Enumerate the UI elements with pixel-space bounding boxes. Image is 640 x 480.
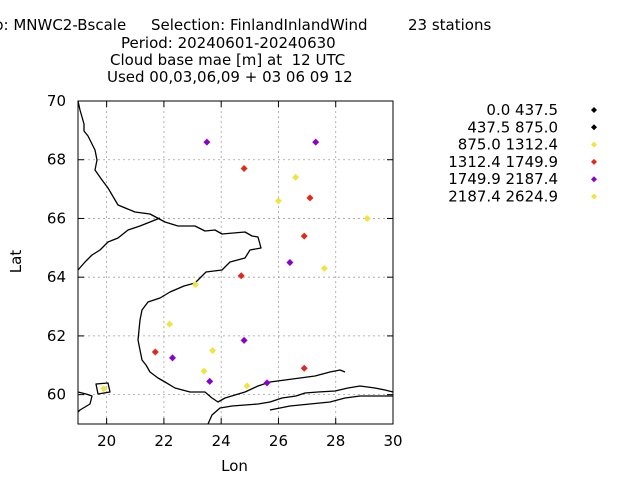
y-tick-label: 68: [47, 151, 66, 169]
x-tick-label: 30: [383, 432, 402, 450]
axis-labels: Lon Lat: [7, 250, 248, 475]
y-tick-label: 64: [47, 268, 66, 286]
station-marker: [300, 364, 308, 372]
coastline-aland: [95, 382, 111, 395]
station-marker: [240, 336, 248, 344]
coastline-gulf-of-bothnia: [77, 100, 346, 403]
station-marker: [312, 138, 320, 146]
station-marker: [151, 348, 159, 356]
station-markers: [100, 138, 371, 393]
legend-marker: [591, 158, 597, 165]
station-marker: [263, 379, 271, 387]
legend-entry-label: 875.0 1312.4: [458, 136, 558, 154]
legend-marker: [591, 176, 597, 183]
x-tick-label: 22: [154, 432, 173, 450]
station-marker: [300, 232, 308, 240]
legend-marker: [591, 107, 597, 113]
y-tick-label: 70: [47, 92, 66, 110]
legend-entry-label: 437.5 875.0: [467, 118, 558, 136]
selection-label: Selection: FinlandInlandWind: [151, 16, 368, 34]
station-marker: [320, 264, 328, 272]
legend-marker: [591, 193, 597, 200]
station-marker: [286, 259, 294, 266]
station-marker: [209, 347, 217, 355]
period-label: Period: 20240601-20240630: [121, 34, 336, 52]
legend-entry-label: 1749.9 2187.4: [448, 170, 558, 188]
legend-entry-label: 0.0 437.5: [486, 101, 558, 119]
station-count-label: 23 stations: [408, 16, 492, 34]
station-marker: [274, 197, 282, 205]
legend-marker: [591, 124, 597, 131]
lead-times-label: Used 00,03,06,09 + 03 06 09 12: [107, 68, 353, 86]
station-marker: [243, 382, 251, 390]
legend-marker: [591, 141, 597, 148]
y-tick-label: 60: [47, 386, 66, 404]
x-axis-label: Lon: [221, 457, 248, 475]
station-marker: [166, 320, 174, 328]
station-marker: [237, 272, 245, 280]
station-marker: [203, 138, 211, 146]
coastline-sweden-south: [77, 391, 93, 413]
chart-title: Cloud base mae [m] at 12 UTC: [110, 51, 346, 69]
plot-frame: [77, 100, 394, 425]
station-marker: [306, 194, 314, 202]
station-marker: [206, 377, 214, 385]
station-marker: [292, 173, 300, 181]
coastline-map: [77, 100, 394, 425]
y-tick-label: 66: [47, 209, 66, 227]
coastline-estonia: [269, 395, 393, 411]
x-tick-label: 20: [97, 432, 116, 450]
grid: [78, 101, 393, 424]
x-tick-label: 28: [326, 432, 345, 450]
station-marker: [191, 281, 199, 289]
station-marker: [100, 385, 108, 393]
station-marker: [169, 354, 176, 362]
coastline-gulf-of-bothnia-west: [77, 217, 161, 271]
coastline-gulf-of-finland: [207, 385, 394, 425]
y-axis-label: Lat: [7, 250, 25, 274]
legend-entry-label: 2187.4 2624.9: [448, 188, 558, 206]
experiment-label: p: MNWC2-Bscale: [0, 16, 127, 34]
legend-entry-label: 1312.4 1749.9: [448, 153, 558, 171]
y-tick-label: 62: [47, 327, 66, 345]
station-marker: [240, 165, 248, 173]
station-marker: [200, 367, 208, 375]
x-tick-label: 26: [269, 432, 288, 450]
station-marker: [363, 214, 371, 222]
axis-ticks: 20 22 24 26 28 30 60 62 64 66 68 70: [47, 92, 403, 450]
x-tick-label: 24: [212, 432, 231, 450]
